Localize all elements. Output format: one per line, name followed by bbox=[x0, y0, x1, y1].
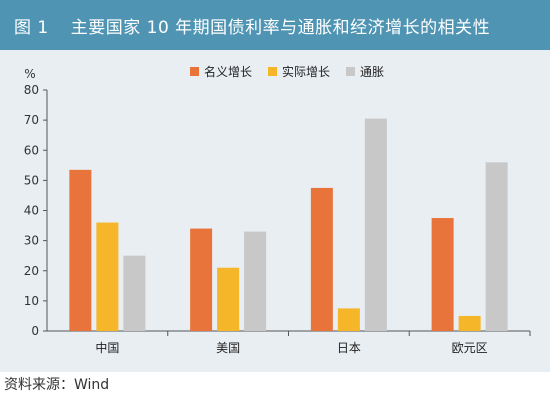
legend-swatch bbox=[346, 67, 355, 76]
bar bbox=[431, 218, 454, 331]
figure-header: 图 1 主要国家 10 年期国债利率与通胀和经济增长的相关性 bbox=[0, 0, 550, 50]
x-category-label: 中国 bbox=[95, 340, 119, 355]
y-tick-label: 20 bbox=[24, 264, 39, 278]
x-category-label: 日本 bbox=[337, 341, 361, 355]
y-tick-label: 50 bbox=[24, 173, 39, 187]
x-category-label: 美国 bbox=[216, 341, 240, 355]
legend-label: 实际增长 bbox=[282, 64, 330, 79]
legend-label: 名义增长 bbox=[204, 64, 252, 79]
y-tick-label: 40 bbox=[24, 204, 39, 218]
bar bbox=[69, 169, 92, 331]
y-tick-label: 60 bbox=[24, 143, 39, 157]
source-note: 资料来源：Wind bbox=[4, 377, 110, 393]
x-category-label: 欧元区 bbox=[452, 341, 488, 355]
bar bbox=[364, 118, 387, 332]
chart-figure: 图 1 主要国家 10 年期国债利率与通胀和经济增长的相关性 % 0 10 20 30 4… bbox=[0, 0, 550, 372]
legend-label: 通胀 bbox=[360, 65, 384, 79]
y-tick-label: 80 bbox=[24, 83, 39, 97]
bar bbox=[190, 228, 213, 331]
legend-swatch bbox=[268, 67, 277, 76]
y-tick-label: 70 bbox=[24, 113, 39, 127]
bar-chart: % 0 10 20 30 40 50 60 70 80 中国 美国 日本 欧元区 名义增长 实际增长 通胀 bbox=[24, 64, 531, 355]
bar bbox=[337, 308, 360, 331]
bar bbox=[96, 222, 119, 331]
y-tick-label: 10 bbox=[24, 294, 39, 308]
legend-swatch bbox=[190, 67, 199, 76]
bar bbox=[310, 187, 333, 331]
figure-label: 图 1 bbox=[14, 17, 49, 38]
y-tick-label: 0 bbox=[31, 324, 39, 338]
bar bbox=[123, 255, 146, 331]
bar bbox=[244, 231, 267, 331]
bar bbox=[458, 315, 481, 331]
figure-title: 主要国家 10 年期国债利率与通胀和经济增长的相关性 bbox=[70, 17, 491, 38]
bar bbox=[485, 162, 508, 331]
bar bbox=[217, 267, 240, 331]
y-tick-label: 30 bbox=[24, 234, 39, 248]
y-axis-unit-label: % bbox=[24, 67, 35, 81]
